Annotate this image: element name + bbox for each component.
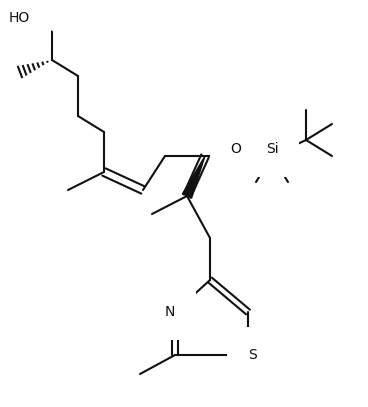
Text: N: N [164, 305, 175, 319]
Polygon shape [183, 156, 205, 198]
Text: Si: Si [266, 142, 278, 156]
Text: O: O [231, 142, 241, 156]
Text: HO: HO [9, 11, 30, 25]
Text: S: S [248, 348, 257, 362]
